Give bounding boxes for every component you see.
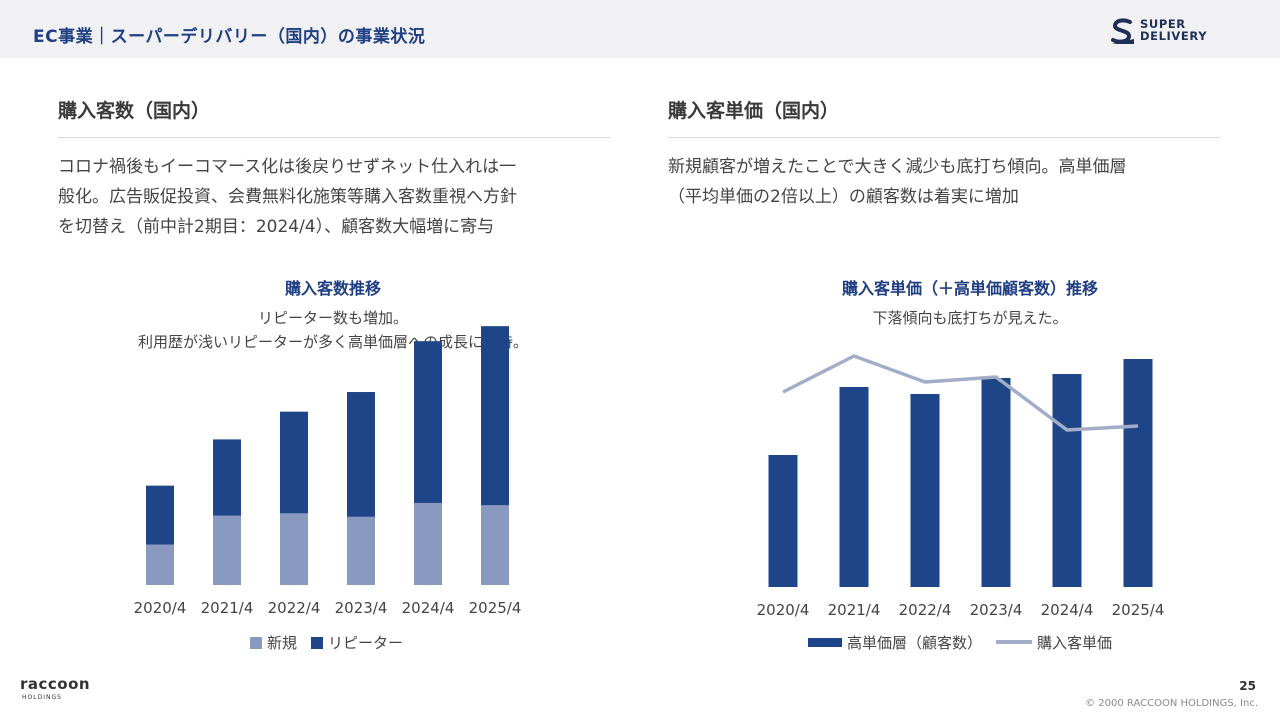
- left-chart-subtitle-line: リピーター数も増加。: [257, 309, 408, 327]
- logo-sub-text: HOLDINGS: [22, 694, 62, 701]
- bar-new-2025/4: [481, 505, 509, 585]
- legend-item-new: 新規: [250, 632, 297, 653]
- x-tick-label: 2021/4: [828, 601, 881, 619]
- page-number: 25: [1239, 679, 1256, 693]
- x-tick-label: 2020/4: [757, 601, 810, 619]
- bar-new-2020/4: [146, 544, 174, 585]
- bar-new-2023/4: [347, 516, 375, 585]
- right-description-line: （平均単価の2倍以上）の顧客数は着実に増加: [668, 187, 1019, 207]
- right-divider: [668, 137, 1220, 138]
- right-description-line: 新規顧客が増えたことで大きく減少も底打ち傾向。高単価層: [668, 157, 1127, 177]
- right-description: 新規顧客が増えたことで大きく減少も底打ち傾向。高単価層 （平均単価の2倍以上）の…: [668, 152, 1228, 212]
- left-chart-title: 購入客数推移: [284, 279, 381, 298]
- x-tick-label: 2022/4: [899, 601, 952, 619]
- legend-item-high-value: 高単価層（顧客数）: [808, 632, 982, 653]
- copyright: © 2000 RACCOON HOLDINGS, Inc.: [1085, 698, 1258, 709]
- bar-new-2022/4: [280, 513, 308, 585]
- x-tick-label: 2022/4: [268, 599, 321, 617]
- bar-new-2024/4: [414, 502, 442, 585]
- bar-high-value-2021/4: [839, 387, 869, 587]
- left-chart-legend: 新規 リピーター: [250, 632, 403, 653]
- bar-high-value-2024/4: [1052, 374, 1082, 587]
- legend-item-repeater: リピーター: [311, 632, 403, 653]
- right-chart-subtitle-line: 下落傾向も底打ちが見えた。: [872, 309, 1068, 327]
- bar-repeater-2023/4: [347, 392, 375, 517]
- bar-high-value-2022/4: [910, 394, 940, 587]
- bar-repeater-2025/4: [481, 326, 509, 506]
- x-tick-label: 2021/4: [201, 599, 254, 617]
- legend-swatch-high-value: [808, 638, 842, 647]
- left-description: コロナ禍後もイーコマース化は後戻りせずネット仕入れは一 般化。広告販促投資、会費…: [58, 152, 618, 242]
- left-description-line: を切替え（前中計2期目：2024/4）、顧客数大幅増に寄与: [58, 217, 495, 237]
- x-tick-label: 2024/4: [1041, 601, 1094, 619]
- x-tick-label: 2023/4: [970, 601, 1023, 619]
- legend-swatch-repeater: [311, 637, 324, 649]
- header-bar: EC事業｜スーパーデリバリー（国内）の事業状況 SUPER DELIVERY: [0, 0, 1280, 58]
- right-chart-legend: 高単価層（顧客数） 購入客単価: [808, 632, 1112, 653]
- logo-main-text: raccoon: [20, 675, 91, 693]
- super-delivery-logo: SUPER DELIVERY: [1110, 16, 1240, 48]
- x-tick-label: 2025/4: [1112, 601, 1165, 619]
- legend-label-repeater: リピーター: [328, 634, 404, 652]
- right-chart-subtitle: 下落傾向も底打ちが見えた。: [770, 306, 1170, 330]
- bar-high-value-2020/4: [768, 455, 798, 587]
- bar-repeater-2022/4: [280, 411, 308, 514]
- left-description-line: 般化。広告販促投資、会費無料化施策等購入客数重視へ方針: [58, 187, 517, 207]
- page-title: EC事業｜スーパーデリバリー（国内）の事業状況: [33, 27, 426, 47]
- x-tick-label: 2023/4: [335, 599, 388, 617]
- raccoon-holdings-logo: raccoon HOLDINGS: [20, 675, 90, 711]
- bar-repeater-2021/4: [213, 439, 241, 516]
- left-divider: [58, 137, 610, 138]
- x-tick-label: 2020/4: [134, 599, 187, 617]
- left-section-title: 購入客数（国内）: [58, 100, 211, 122]
- super-delivery-logo-icon: [1111, 18, 1134, 44]
- brand-line-1: SUPER: [1140, 17, 1186, 31]
- legend-swatch-unit-price: [996, 640, 1033, 644]
- legend-swatch-new: [250, 637, 262, 649]
- legend-item-unit-price: 購入客単価: [996, 632, 1112, 653]
- bar-repeater-2020/4: [146, 485, 174, 545]
- unit-price-line: [782, 354, 1139, 432]
- right-chart-title: 購入客単価（＋高単価顧客数）推移: [841, 279, 1098, 298]
- legend-label-high-value: 高単価層（顧客数）: [847, 634, 983, 652]
- right-section-title: 購入客単価（国内）: [668, 100, 840, 122]
- x-tick-label: 2025/4: [469, 599, 522, 617]
- brand-line-2: DELIVERY: [1140, 29, 1208, 43]
- bar-high-value-2023/4: [981, 378, 1011, 587]
- left-description-line: コロナ禍後もイーコマース化は後戻りせずネット仕入れは一: [58, 157, 517, 177]
- bar-high-value-2025/4: [1123, 359, 1153, 587]
- bar-new-2021/4: [213, 515, 241, 585]
- bar-repeater-2024/4: [414, 341, 442, 503]
- legend-label-new: 新規: [267, 634, 298, 652]
- x-tick-label: 2024/4: [402, 599, 455, 617]
- legend-label-unit-price: 購入客単価: [1037, 634, 1113, 652]
